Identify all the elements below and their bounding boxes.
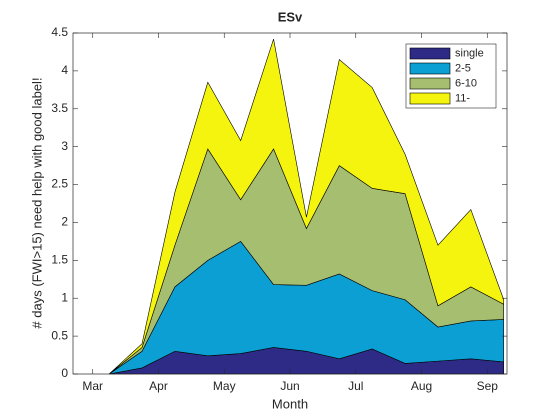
y-tick-label: 2 bbox=[61, 215, 68, 229]
x-tick-label: Jun bbox=[280, 379, 299, 393]
y-tick-label: 4.5 bbox=[51, 25, 68, 39]
y-tick-label: 2.5 bbox=[51, 177, 68, 191]
x-tick-label: Mar bbox=[82, 379, 103, 393]
legend-swatch bbox=[409, 77, 451, 90]
x-tick-label: May bbox=[213, 379, 236, 393]
x-axis-label: Month bbox=[272, 396, 308, 411]
x-tick-label: Aug bbox=[411, 379, 432, 393]
legend-label: single bbox=[455, 47, 484, 59]
y-tick-label: 0.5 bbox=[51, 328, 68, 342]
y-axis-label: # days (FWI>15) need help with good labe… bbox=[29, 77, 44, 328]
y-tick-label: 1.5 bbox=[51, 253, 68, 267]
x-tick-label: Apr bbox=[149, 379, 168, 393]
legend-label: 11- bbox=[455, 92, 470, 104]
area bbox=[108, 38, 505, 375]
y-tick-label: 4 bbox=[61, 63, 68, 77]
x-tick-label: Sep bbox=[477, 379, 499, 393]
y-tick-label: 3 bbox=[61, 139, 68, 153]
y-tick-label: 3.5 bbox=[51, 101, 68, 115]
legend-label: 2-5 bbox=[455, 62, 471, 74]
y-tick-label: 0 bbox=[61, 366, 68, 380]
y-tick-label: 1 bbox=[61, 290, 68, 304]
chart-title: ESv bbox=[278, 9, 303, 24]
legend-label: 6-10 bbox=[455, 77, 477, 89]
legend-swatch bbox=[409, 92, 451, 105]
x-tick-label: Jul bbox=[348, 379, 363, 393]
legend-swatch bbox=[409, 62, 451, 75]
legend-swatch bbox=[409, 47, 451, 60]
